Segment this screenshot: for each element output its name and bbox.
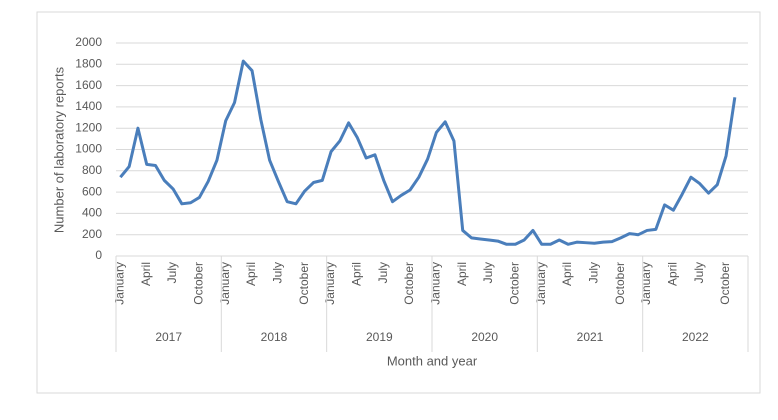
y-tick-label: 1400 xyxy=(75,99,102,113)
x-tick-label: April xyxy=(244,262,258,286)
y-tick-label: 1800 xyxy=(75,56,102,70)
year-label: 2020 xyxy=(471,330,498,344)
x-tick-label: April xyxy=(560,262,574,286)
y-tick-label: 0 xyxy=(95,248,102,262)
year-label: 2017 xyxy=(155,330,182,344)
x-tick-label: October xyxy=(613,262,627,305)
chart-border xyxy=(36,11,761,394)
x-tick-label: July xyxy=(271,262,285,283)
x-tick-label: July xyxy=(692,262,706,283)
y-tick-label: 800 xyxy=(82,163,102,177)
y-tick-label: 2000 xyxy=(75,35,102,49)
x-tick-label: April xyxy=(666,262,680,286)
year-label: 2022 xyxy=(682,330,709,344)
data-line xyxy=(119,59,737,246)
y-tick-label: 400 xyxy=(82,206,102,220)
x-tick-label: April xyxy=(139,262,153,286)
y-axis-title: Number of laboratory reports xyxy=(51,66,66,233)
x-tick-label: October xyxy=(192,262,206,305)
y-tick-label: 1000 xyxy=(75,142,102,156)
x-tick-label: January xyxy=(429,262,443,305)
x-tick-label: July xyxy=(165,262,179,283)
x-axis-title: Month and year xyxy=(387,353,478,368)
x-tick-label: January xyxy=(113,262,127,305)
x-tick-label: October xyxy=(297,262,311,305)
y-tick-label: 200 xyxy=(82,227,102,241)
year-label: 2018 xyxy=(261,330,288,344)
x-tick-label: October xyxy=(508,262,522,305)
y-tick-label: 1200 xyxy=(75,120,102,134)
y-tick-label: 1600 xyxy=(75,78,102,92)
x-tick-label: January xyxy=(218,262,232,305)
x-tick-label: April xyxy=(455,262,469,286)
year-label: 2021 xyxy=(577,330,604,344)
x-tick-label: January xyxy=(323,262,337,305)
x-tick-label: October xyxy=(718,262,732,305)
x-tick-label: January xyxy=(534,262,548,305)
x-tick-label: July xyxy=(481,262,495,283)
x-tick-label: October xyxy=(402,262,416,305)
x-tick-label: July xyxy=(587,262,601,283)
y-tick-label: 600 xyxy=(82,184,102,198)
x-tick-label: July xyxy=(376,262,390,283)
x-tick-label: April xyxy=(350,262,364,286)
year-label: 2019 xyxy=(366,330,393,344)
x-tick-label: January xyxy=(639,262,653,305)
